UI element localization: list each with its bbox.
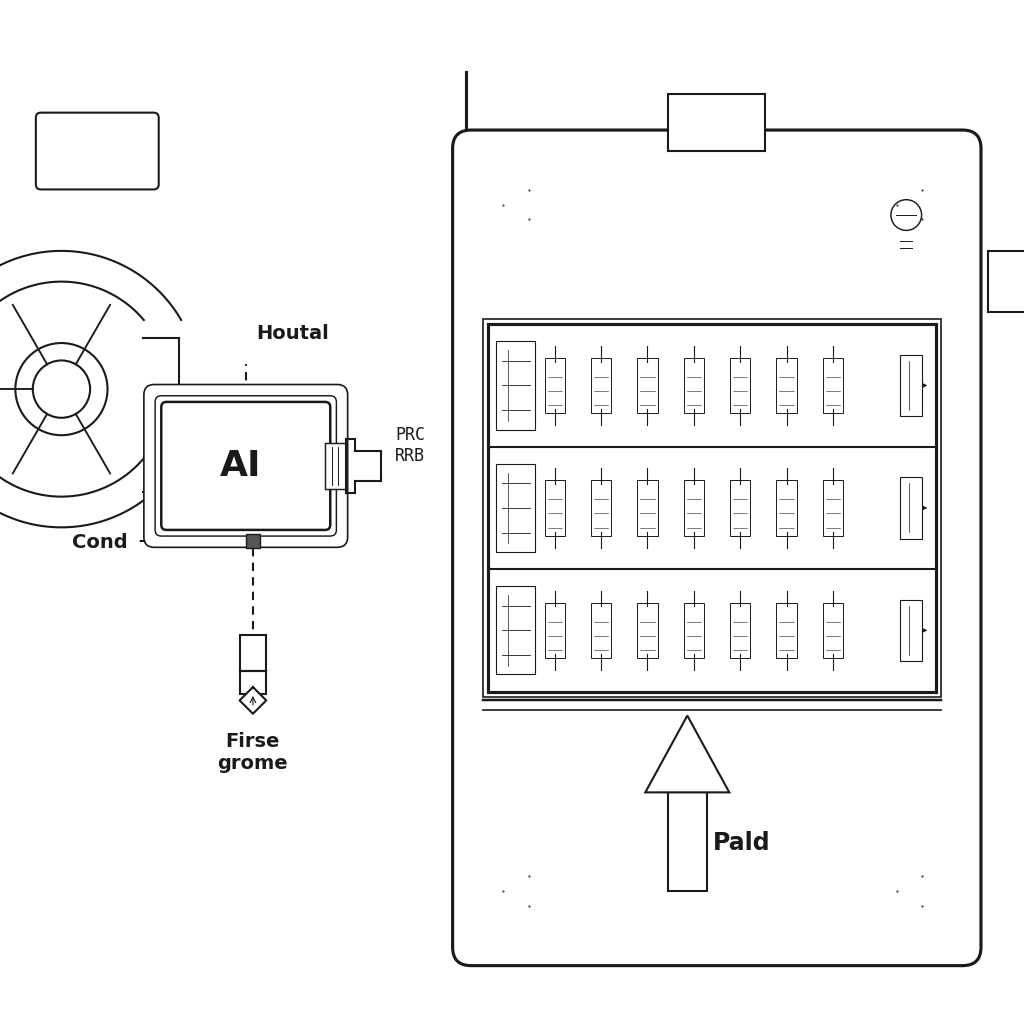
Text: PRC
RRB: PRC RRB — [395, 426, 425, 465]
FancyBboxPatch shape — [143, 384, 347, 547]
Bar — [730, 357, 751, 414]
Bar — [488, 325, 936, 691]
FancyBboxPatch shape — [155, 395, 336, 537]
Bar — [637, 480, 657, 536]
Bar — [776, 602, 797, 658]
Bar — [246, 534, 260, 548]
Bar — [637, 602, 657, 658]
Bar — [591, 602, 611, 658]
Bar — [545, 602, 565, 658]
Bar — [668, 793, 707, 891]
Bar — [730, 480, 751, 536]
Bar — [497, 341, 536, 429]
Bar — [591, 480, 611, 536]
Text: Houtal: Houtal — [256, 324, 329, 343]
Bar — [591, 357, 611, 414]
Bar — [776, 357, 797, 414]
FancyBboxPatch shape — [453, 130, 981, 966]
Polygon shape — [240, 687, 266, 714]
Bar — [822, 357, 843, 414]
Bar — [545, 480, 565, 536]
Bar — [900, 600, 923, 662]
Text: Firse
grome: Firse grome — [218, 732, 288, 773]
Bar — [637, 357, 657, 414]
Bar — [326, 442, 346, 488]
Bar — [684, 357, 705, 414]
Bar — [776, 480, 797, 536]
Text: Cond: Cond — [72, 534, 127, 552]
Bar — [545, 357, 565, 414]
Bar — [900, 355, 923, 416]
Bar — [240, 635, 266, 671]
FancyBboxPatch shape — [161, 401, 330, 530]
Bar — [822, 602, 843, 658]
Bar — [497, 464, 536, 552]
FancyBboxPatch shape — [36, 113, 159, 189]
Text: Pald: Pald — [713, 831, 770, 855]
Bar — [668, 94, 765, 151]
Bar — [900, 477, 923, 539]
Bar — [822, 480, 843, 536]
Bar — [240, 671, 266, 694]
Bar — [497, 587, 536, 675]
Text: AI: AI — [220, 449, 261, 483]
Bar — [483, 319, 941, 696]
Bar — [684, 480, 705, 536]
Polygon shape — [645, 716, 729, 793]
Bar — [684, 602, 705, 658]
Bar — [730, 602, 751, 658]
